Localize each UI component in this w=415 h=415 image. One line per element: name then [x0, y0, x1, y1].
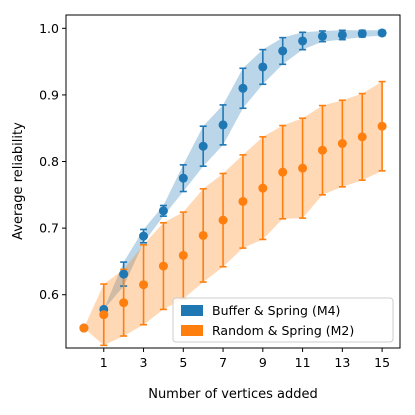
- x-axis-ticks: 1 3 5 7 9 11 13 15: [100, 348, 390, 370]
- data-point-buffer-spring-m4: [198, 141, 208, 151]
- band-random-spring-m2: [83, 81, 383, 346]
- legend-label-random-spring: Random & Spring (M2): [212, 323, 354, 338]
- x-tick-label: 7: [219, 355, 227, 370]
- data-point-buffer-spring-m4: [218, 120, 228, 130]
- data-point-buffer-spring-m4: [337, 30, 347, 40]
- y-axis-ticks: 0.6 0.7 0.8 0.9 1.0: [39, 21, 66, 302]
- data-point-buffer-spring-m4: [298, 36, 308, 46]
- data-point-random-spring-m2: [317, 145, 327, 155]
- plot-frame: [65, 14, 401, 349]
- data-point-random-spring-m2: [278, 167, 288, 177]
- data-point-buffer-spring-m4: [258, 62, 268, 72]
- band-buffer-spring-m4: [83, 30, 383, 329]
- x-tick-label: 3: [140, 355, 148, 370]
- confidence-bands: [83, 30, 383, 346]
- data-point-buffer-spring-m4: [357, 29, 367, 39]
- data-point-random-spring-m2: [337, 139, 347, 149]
- data-point-random-spring-m2: [258, 183, 268, 193]
- legend: Buffer & Spring (M4) Random & Spring (M2…: [172, 297, 394, 343]
- data-point-buffer-spring-m4: [139, 231, 149, 241]
- data-point-random-spring-m2: [357, 132, 367, 142]
- data-point-random-spring-m2: [377, 121, 387, 131]
- x-axis-title: Number of vertices added: [148, 387, 318, 402]
- data-point-random-spring-m2: [119, 298, 129, 308]
- x-tick-label: 9: [259, 355, 267, 370]
- legend-swatch-random-spring: [181, 325, 203, 336]
- x-tick-label: 11: [295, 355, 311, 370]
- data-point-random-spring-m2: [99, 310, 109, 320]
- data-point-random-spring-m2: [218, 215, 228, 225]
- data-point-buffer-spring-m4: [158, 206, 168, 216]
- y-tick-label: 0.8: [39, 154, 59, 169]
- y-tick-label: 0.9: [39, 87, 59, 102]
- data-point-buffer-spring-m4: [238, 83, 248, 93]
- y-tick-label: 0.7: [39, 221, 59, 236]
- legend-box: [172, 297, 394, 343]
- data-point-random-spring-m2: [158, 261, 168, 271]
- x-tick-label: 15: [374, 355, 390, 370]
- data-point-buffer-spring-m4: [317, 31, 327, 41]
- data-point-random-spring-m2: [139, 280, 149, 290]
- y-tick-label: 1.0: [39, 21, 59, 36]
- data-point-random-spring-m2: [79, 323, 89, 333]
- data-point-random-spring-m2: [298, 163, 308, 173]
- data-markers: [79, 28, 387, 333]
- data-point-buffer-spring-m4: [377, 28, 387, 38]
- y-tick-label: 0.6: [39, 287, 59, 302]
- x-tick-label: 13: [334, 355, 350, 370]
- x-tick-label: 5: [179, 355, 187, 370]
- x-tick-label: 1: [100, 355, 108, 370]
- data-point-buffer-spring-m4: [278, 46, 288, 56]
- data-point-buffer-spring-m4: [178, 173, 188, 183]
- data-point-random-spring-m2: [238, 196, 248, 206]
- data-point-random-spring-m2: [178, 250, 188, 260]
- legend-swatch-buffer-spring: [181, 305, 203, 316]
- y-axis-title: Average reliability: [11, 122, 26, 240]
- legend-label-buffer-spring: Buffer & Spring (M4): [212, 303, 340, 318]
- data-point-buffer-spring-m4: [119, 269, 129, 279]
- data-point-random-spring-m2: [198, 230, 208, 240]
